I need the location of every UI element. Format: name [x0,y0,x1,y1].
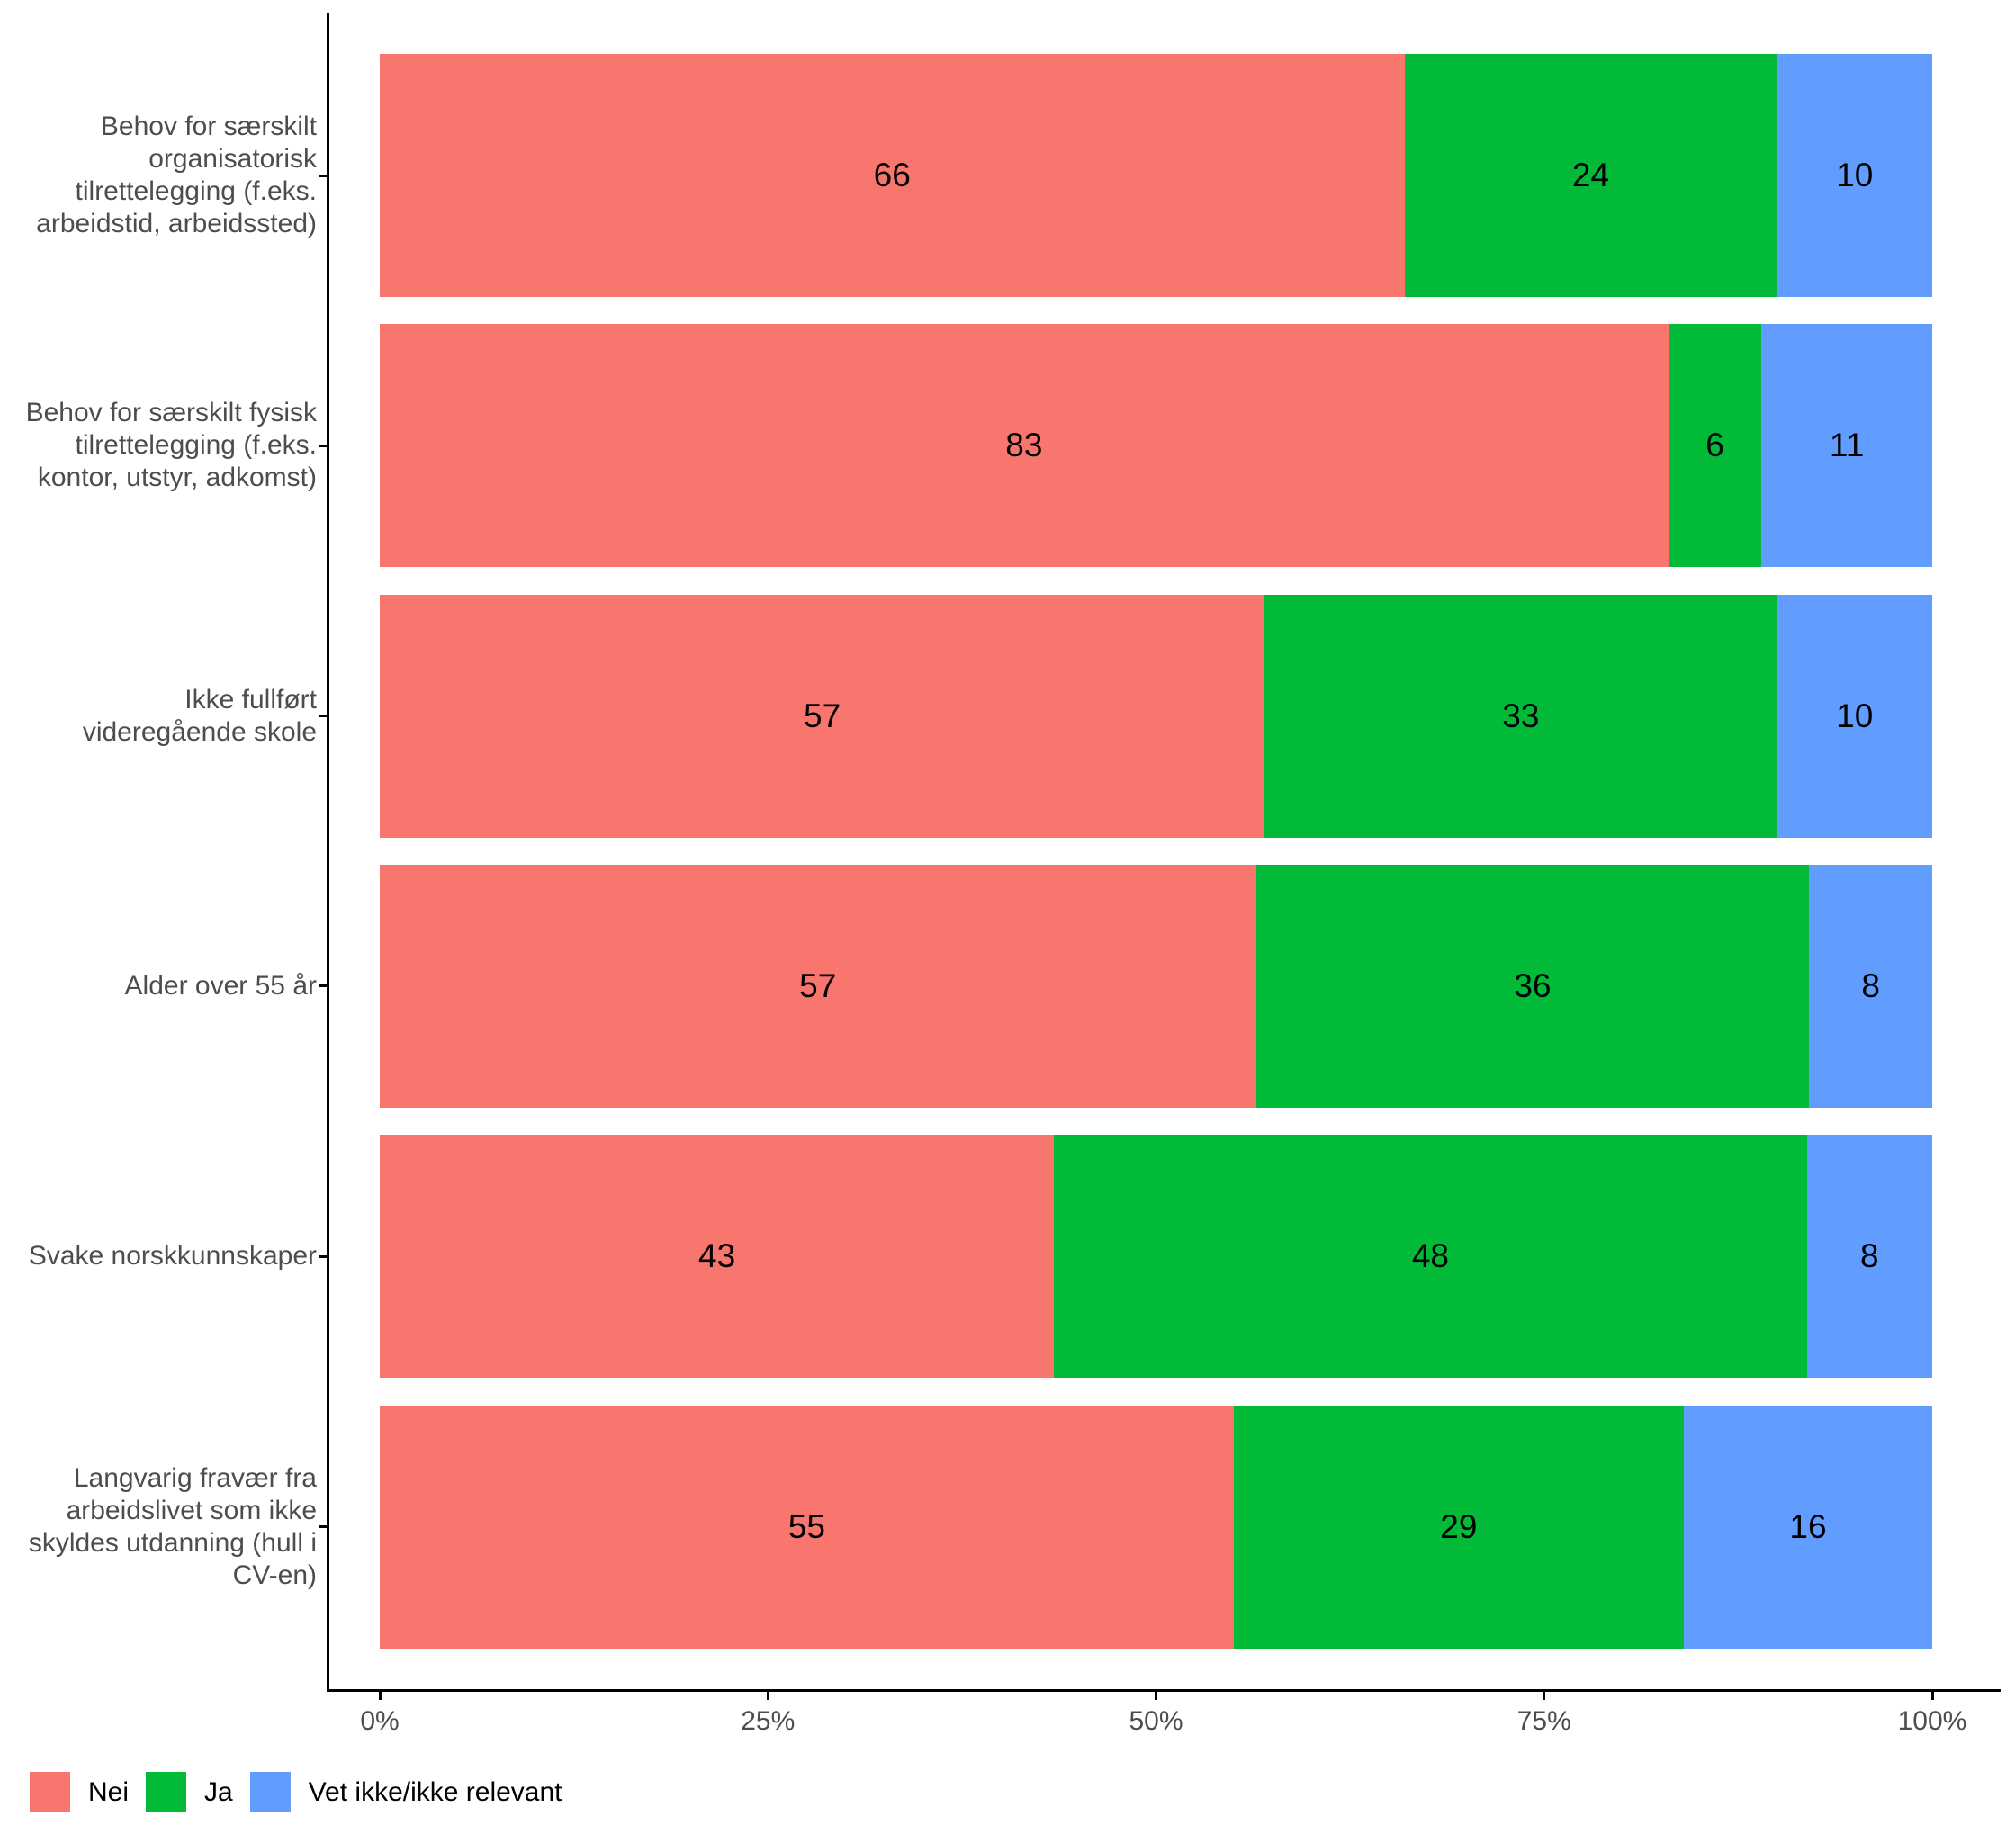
y-tick [319,1525,327,1528]
bar-value-label: 29 [1440,1507,1478,1545]
bar-segment-vet-ikke-ikke-relevant: 8 [1809,864,1932,1108]
y-tick [319,174,327,177]
category-label: Alder over 55 år [124,970,317,1001]
bar-value-label: 8 [1861,966,1880,1004]
x-axis-line [327,1689,2001,1692]
bar-value-label: 48 [1411,1237,1449,1275]
x-tick-label: 100% [1897,1706,1967,1736]
legend-item: Vet ikke/ikke relevant [249,1772,562,1812]
x-tick [1155,1692,1157,1700]
bar-value-label: 16 [1789,1507,1827,1545]
x-tick-label: 50% [1129,1706,1184,1736]
bar-segment-nei: 57 [380,864,1256,1108]
bar-row: 57 33 10 [380,594,1932,838]
bar-value-label: 10 [1836,157,1874,193]
legend-swatch-vet-ikke-ikke-relevant [249,1772,291,1812]
x-tick-label: 0% [360,1706,400,1736]
bar-segment-nei: 83 [380,324,1669,568]
bar-segment-ja: 33 [1264,594,1778,838]
bar-value-label: 10 [1836,697,1874,734]
bar-value-label: 36 [1514,966,1552,1004]
bar-segment-nei: 55 [380,1405,1234,1649]
legend-item: Ja [146,1772,233,1812]
bar-segment-vet-ikke-ikke-relevant: 10 [1777,594,1932,838]
bar-segment-nei: 43 [380,1135,1055,1379]
bar-value-label: 43 [698,1237,736,1275]
category-label: Behov for særskilt fysisk tilrettelegging… [25,398,317,493]
category-label: Ikke fullført videregående skole [82,684,317,747]
bar-segment-ja: 24 [1404,54,1778,297]
bar-segment-vet-ikke-ikke-relevant: 16 [1684,1405,1932,1649]
legend-label: Nei [88,1776,130,1807]
y-tick [319,444,327,447]
legend-item: Nei [30,1772,129,1812]
x-tick [766,1692,770,1700]
x-tick [378,1692,382,1700]
category-label: Svake norskkunnskaper [28,1241,317,1272]
bar-row: 83 6 11 [380,324,1932,568]
bar-row: 57 36 8 [380,864,1932,1108]
x-tick [1543,1692,1546,1700]
legend-swatch-nei [30,1772,70,1812]
bar-segment-ja: 29 [1233,1405,1684,1649]
legend-swatch-ja [146,1772,187,1812]
y-tick [319,1254,327,1258]
legend-label: Vet ikke/ikke relevant [308,1776,562,1807]
y-axis-line [327,13,329,1692]
bar-value-label: 57 [804,697,842,734]
bar-segment-nei: 57 [380,594,1265,838]
bar-segment-vet-ikke-ikke-relevant: 11 [1761,324,1932,568]
legend: Nei Ja Vet ikke/ikke relevant [30,1772,562,1812]
bar-segment-ja: 6 [1668,324,1762,568]
category-label: Behov for særskilt organisatorisk tilrette… [36,112,317,238]
bar-value-label: 83 [1005,427,1043,464]
bar-segment-nei: 66 [380,54,1405,297]
category-label: Langvarig fravær fra arbeidslivet som ikk… [28,1462,317,1590]
bar-value-label: 6 [1706,427,1724,464]
x-tick-label: 75% [1516,1706,1571,1736]
y-tick [319,715,327,718]
legend-label: Ja [204,1776,233,1807]
bar-value-label: 66 [873,157,911,193]
bar-row: 55 29 16 [380,1405,1932,1649]
bar-value-label: 8 [1860,1237,1879,1275]
bar-segment-vet-ikke-ikke-relevant: 8 [1806,1135,1932,1379]
bar-value-label: 24 [1571,157,1610,193]
bar-segment-ja: 48 [1054,1135,1807,1379]
bar-value-label: 33 [1502,697,1540,734]
bar-value-label: 55 [788,1507,825,1545]
bar-row: 66 24 10 [380,54,1932,297]
bar-segment-vet-ikke-ikke-relevant: 10 [1777,54,1932,297]
x-tick-label: 25% [741,1706,796,1736]
bar-value-label: 57 [799,966,837,1004]
bar-row: 43 48 8 [380,1135,1932,1379]
bar-segment-ja: 36 [1256,864,1810,1108]
x-tick [1930,1692,1934,1700]
bar-value-label: 11 [1829,427,1865,464]
y-tick [319,984,327,988]
